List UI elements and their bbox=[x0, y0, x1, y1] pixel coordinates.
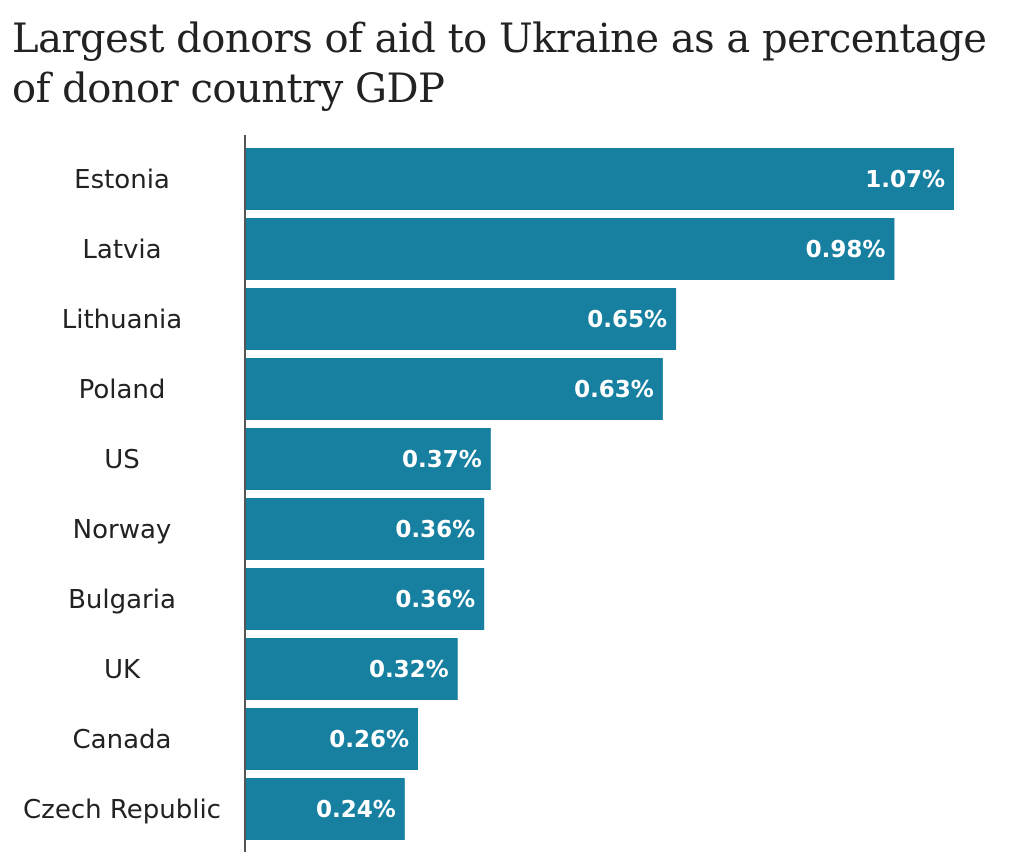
bar-canada bbox=[246, 708, 419, 770]
bar-latvia bbox=[246, 218, 895, 280]
value-label: 0.37% bbox=[402, 447, 482, 473]
bar-lithuania bbox=[246, 288, 677, 350]
value-label: 0.26% bbox=[329, 727, 409, 753]
value-label: 0.63% bbox=[574, 377, 654, 403]
category-label: UK bbox=[104, 655, 141, 685]
value-label: 0.24% bbox=[316, 797, 396, 823]
bar-bulgaria bbox=[246, 568, 485, 630]
category-label: Estonia bbox=[74, 165, 170, 195]
value-label: 0.36% bbox=[395, 517, 475, 543]
bar-czech-republic bbox=[246, 778, 405, 840]
category-label: Poland bbox=[79, 375, 166, 405]
value-label: 1.07% bbox=[865, 167, 945, 193]
value-label: 0.98% bbox=[806, 237, 886, 263]
bar-uk bbox=[246, 638, 458, 700]
bar-poland bbox=[246, 358, 663, 420]
category-label: Norway bbox=[73, 515, 172, 545]
value-label: 0.65% bbox=[587, 307, 667, 333]
bar-norway bbox=[246, 498, 485, 560]
category-label: US bbox=[104, 445, 140, 475]
bar-estonia bbox=[246, 148, 954, 210]
bar-us bbox=[246, 428, 491, 490]
category-label: Canada bbox=[73, 725, 172, 755]
value-label: 0.32% bbox=[369, 657, 449, 683]
chart-title: Largest donors of aid to Ukraine as a pe… bbox=[12, 16, 987, 112]
value-label: 0.36% bbox=[395, 587, 475, 613]
category-label: Lithuania bbox=[62, 305, 182, 335]
category-label: Bulgaria bbox=[68, 585, 176, 615]
category-label: Czech Republic bbox=[23, 795, 221, 825]
category-label: Latvia bbox=[82, 235, 161, 265]
